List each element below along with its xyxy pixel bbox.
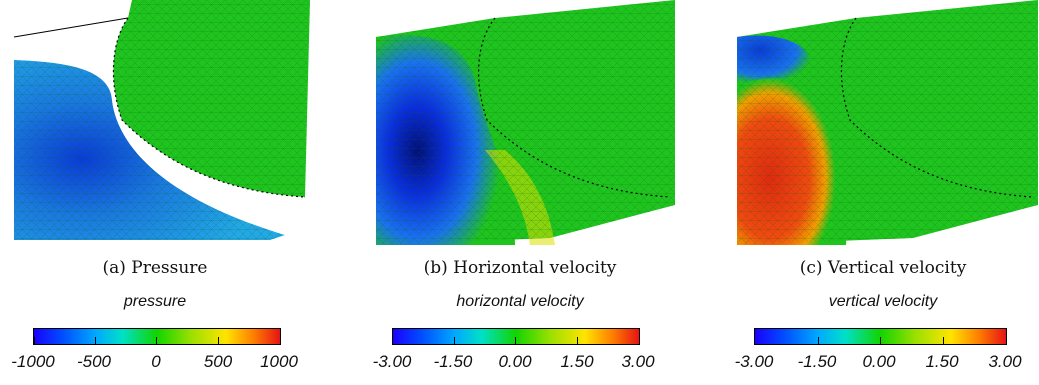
pressure-mesh-image [13, 0, 310, 240]
horizontal-velocity-mesh-image [376, 0, 675, 245]
colorbar-tick-label: 0 [151, 352, 161, 371]
colorbar-tick-label: 0.00 [862, 352, 896, 371]
colorbar-title-horizontal-velocity: horizontal velocity [456, 293, 584, 310]
colorbar-title-vertical-velocity: vertical velocity [828, 293, 938, 310]
caption-pressure: (a) Pressure [102, 258, 208, 278]
colorbar-tick-label: -1.50 [797, 352, 837, 371]
colorbar-labels-horizontal-velocity: -3.00 -1.50 0.00 1.50 3.00 [365, 352, 675, 376]
colorbar-labels-vertical-velocity: -3.00 -1.50 0.00 1.50 3.00 [728, 352, 1038, 376]
colorbar-tick-label: -1000 [11, 352, 55, 371]
colorbar-tick-label: -500 [76, 352, 112, 371]
colorbar-horizontal-velocity [392, 328, 640, 345]
colorbar-tick-label: 1.50 [925, 352, 959, 371]
colorbar-tick-label: -1.50 [433, 352, 473, 371]
colorbar-tick-label: 0.00 [498, 352, 532, 371]
colorbar-labels-pressure: -1000 -500 0 500 1000 [0, 352, 310, 376]
colorbar-vertical-velocity [754, 328, 1007, 345]
caption-vertical-velocity: (c) Vertical velocity [799, 258, 967, 278]
colorbar-tick-label: -3.00 [734, 352, 774, 371]
colorbar-tick-label: 1.50 [560, 352, 594, 371]
colorbar-tick-label: -3.00 [372, 352, 412, 371]
colorbar-tick-label: 3.00 [621, 352, 655, 371]
colorbar-title-pressure: pressure [123, 293, 187, 310]
colorbar-tick-label: 500 [203, 352, 233, 371]
vertical-velocity-mesh-image [737, 0, 1038, 245]
caption-horizontal-velocity: (b) Horizontal velocity [423, 258, 617, 278]
colorbar-tick-label: 1000 [260, 352, 298, 371]
colorbar-tick-label: 3.00 [988, 352, 1022, 371]
colorbar-pressure [33, 328, 281, 345]
